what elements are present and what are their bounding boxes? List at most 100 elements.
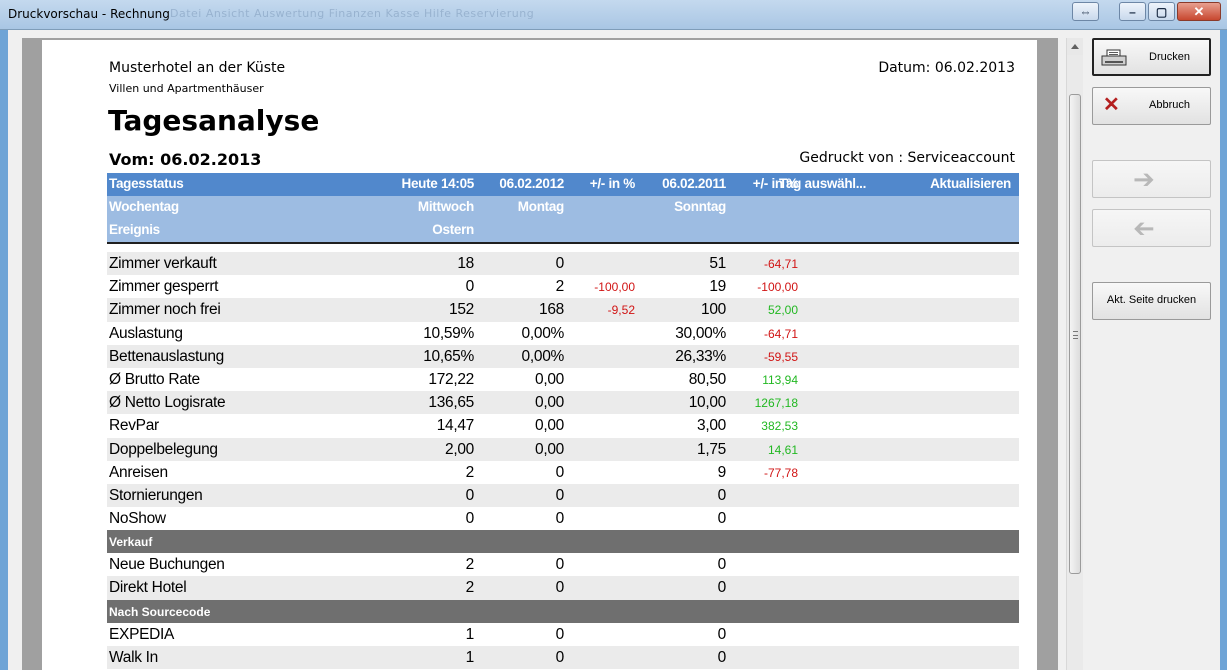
next-page-button[interactable]: ➔ <box>1092 160 1211 198</box>
value-2012: 0,00 <box>535 370 564 388</box>
weekday-2012: Montag <box>517 199 565 214</box>
table-row: Zimmer gesperrt 0 2 -100,00 19 -100,00 <box>107 275 1019 298</box>
row-label: Neue Buchungen <box>109 556 225 574</box>
value-2012: 0 <box>555 579 565 597</box>
value-2012: 0 <box>555 556 565 574</box>
header-tagesstatus: Tagesstatus <box>109 176 184 191</box>
value-2012: 0 <box>555 510 565 528</box>
value-heute: 152 <box>449 301 474 319</box>
refresh-button[interactable]: Aktualisieren <box>930 176 1011 191</box>
maximize-icon: ▢ <box>1155 5 1168 19</box>
table-row: Zimmer verkauft 18 0 51 -64,71 <box>107 252 1019 276</box>
scroll-up-arrow-icon[interactable] <box>1067 38 1083 55</box>
print-button-label: Drucken <box>1149 51 1190 63</box>
header-heute: Heute 14:05 <box>401 176 475 191</box>
pct-2011: -64,71 <box>763 326 798 341</box>
row-label: Doppelbelegung <box>109 440 218 458</box>
minimize-button[interactable]: – <box>1119 2 1146 21</box>
row-label: EXPEDIA <box>109 625 175 643</box>
table-row: Ø Netto Logisrate 136,65 0,00 10,00 1267,18 <box>107 391 1019 415</box>
weekday-2011: Sonntag <box>674 199 726 214</box>
grip-icon <box>1073 331 1078 339</box>
close-icon: ✕ <box>1193 4 1205 19</box>
value-2011: 26,33% <box>675 347 726 365</box>
arrow-right-icon: ➔ <box>1133 164 1155 194</box>
row-label: Zimmer verkauft <box>109 255 217 272</box>
window-titlebar: Druckvorschau - Rechnung Datei Ansicht A… <box>0 0 1227 30</box>
value-2011: 80,50 <box>688 370 727 388</box>
row-label: Bettenauslastung <box>109 347 224 365</box>
cancel-button-label: Abbruch <box>1149 99 1190 111</box>
print-current-page-button[interactable]: Akt. Seite drucken <box>1092 282 1211 320</box>
section-sourcecode-label: Nach Sourcecode <box>109 604 211 619</box>
pct-2011: -59,55 <box>763 349 798 364</box>
select-day-button[interactable]: Tag auswähl... <box>779 176 867 191</box>
printer-icon <box>1101 49 1127 66</box>
value-2011: 0 <box>717 510 727 528</box>
scrollbar-thumb[interactable] <box>1069 94 1081 574</box>
header-pct-2: +/- in % <box>752 176 799 191</box>
hotel-subtitle: Villen und Apartmenthäuser <box>109 82 264 95</box>
value-2012: 0 <box>555 255 565 272</box>
table-row: Neue Buchungen 2 0 0 <box>107 553 1019 576</box>
row-label: Zimmer noch frei <box>109 301 221 319</box>
value-2011: 3,00 <box>697 417 726 435</box>
table-row: Direkt Hotel 2 0 0 <box>107 576 1019 600</box>
weekday-heute: Mittwoch <box>417 199 474 214</box>
hotel-name: Musterhotel an der Küste <box>109 60 286 76</box>
value-heute: 10,65% <box>423 347 474 365</box>
header-wochentag: Wochentag <box>109 199 179 214</box>
pct-2011: -77,78 <box>763 465 798 480</box>
value-2012: 0,00 <box>535 417 564 435</box>
verkauf-rows: Neue Buchungen 2 0 0 Direkt Hotel 2 0 0 <box>107 553 1019 600</box>
vertical-scrollbar[interactable] <box>1066 38 1083 670</box>
value-heute: 2 <box>465 463 475 481</box>
pct-2011: 113,94 <box>762 372 798 387</box>
resize-button[interactable]: ⇔ <box>1072 2 1099 21</box>
source-rows: EXPEDIA 1 0 0 Walk In 1 0 0 <box>107 623 1019 669</box>
window-controls: ⇔ – ▢ ✕ <box>1072 2 1221 21</box>
table-row: Zimmer noch frei 152 168 -9,52 100 52,00 <box>107 298 1019 322</box>
maximize-button[interactable]: ▢ <box>1148 2 1175 21</box>
pct-2011: 382,53 <box>761 419 798 434</box>
value-heute: 10,59% <box>423 324 474 342</box>
row-label: Ø Brutto Rate <box>109 370 200 388</box>
prev-page-button[interactable]: ➔ <box>1092 209 1211 247</box>
cancel-button[interactable]: ✕ Abbruch <box>1092 87 1211 125</box>
row-label: Zimmer gesperrt <box>109 278 219 296</box>
value-2011: 30,00% <box>675 324 726 342</box>
background-menu-ghost: Datei Ansicht Auswertung Finanzen Kasse … <box>170 7 535 20</box>
double-arrow-icon: ⇔ <box>1079 5 1092 19</box>
pct-2011: -100,00 <box>757 280 798 295</box>
report-title: Tagesanalyse <box>108 104 320 137</box>
printed-by: Gedruckt von : Serviceaccount <box>799 150 1015 166</box>
table-row: Doppelbelegung 2,00 0,00 1,75 14,61 <box>107 437 1019 461</box>
header-pct-1: +/- in % <box>589 176 636 191</box>
analysis-table: Tagesstatus Heute 14:05 06.02.2012 +/- i… <box>107 173 1019 669</box>
table-row: RevPar 14,47 0,00 3,00 382,53 <box>107 414 1019 437</box>
table-row: Auslastung 10,59% 0,00% 30,00% -64,71 <box>107 322 1019 345</box>
row-label: Anreisen <box>109 463 168 481</box>
value-2011: 10,00 <box>688 394 727 412</box>
value-2011: 19 <box>709 278 726 296</box>
value-2011: 100 <box>701 301 726 319</box>
table-row: Anreisen 2 0 9 -77,78 <box>107 461 1019 484</box>
value-heute: 14,47 <box>436 417 475 435</box>
close-button[interactable]: ✕ <box>1177 2 1221 21</box>
pct-2011: 52,00 <box>767 303 798 318</box>
print-button[interactable]: Drucken <box>1092 38 1211 76</box>
print-preview-area: Musterhotel an der Küste Villen und Apar… <box>22 38 1058 670</box>
pct-2011: 14,61 <box>767 442 798 457</box>
row-label: Direkt Hotel <box>109 579 187 597</box>
table-row: Bettenauslastung 10,65% 0,00% 26,33% -59,55 <box>107 344 1019 368</box>
value-2012: 0 <box>555 625 565 643</box>
value-2011: 0 <box>717 625 727 643</box>
value-heute: 172,22 <box>428 370 474 388</box>
print-current-page-label: Akt. Seite drucken <box>1106 294 1197 306</box>
section-sourcecode: Nach Sourcecode <box>107 599 1019 623</box>
row-label: Ø Netto Logisrate <box>109 394 226 412</box>
value-2011: 0 <box>717 579 727 597</box>
arrow-left-icon: ➔ <box>1133 213 1155 243</box>
table-row: NoShow 0 0 0 <box>107 507 1019 530</box>
value-heute: 2 <box>465 579 475 597</box>
